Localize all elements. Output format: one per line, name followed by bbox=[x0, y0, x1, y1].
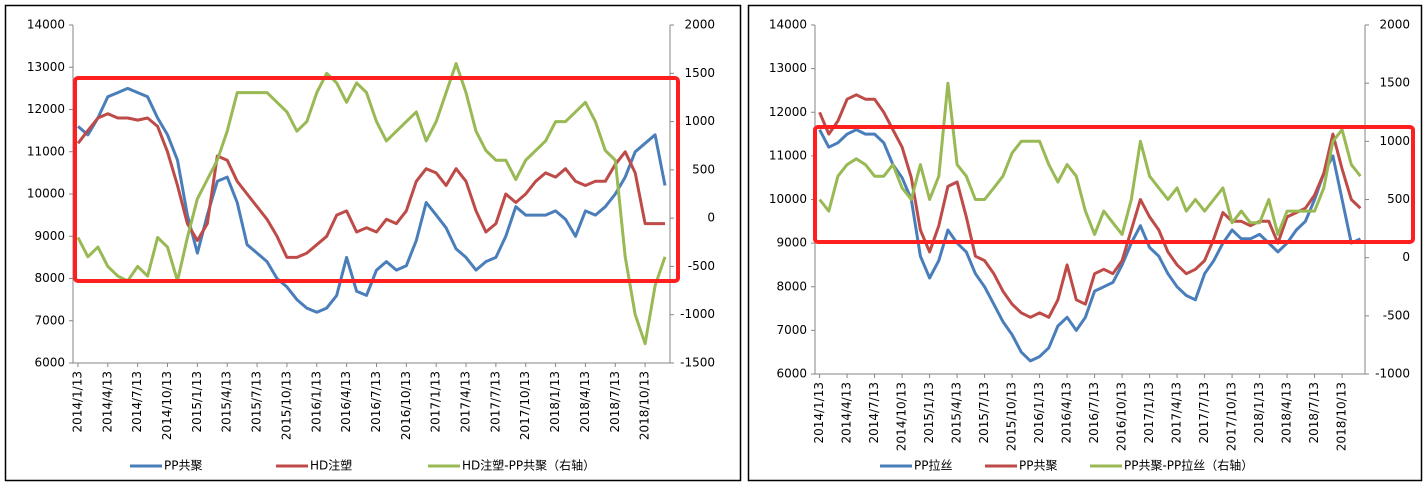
y-tick-label: 10000 bbox=[769, 192, 807, 206]
y-tick-label: 14000 bbox=[769, 18, 807, 32]
x-tick-label: 2018/7/13 bbox=[1307, 382, 1321, 444]
series-line bbox=[818, 93, 1362, 319]
y-tick-label: 8000 bbox=[776, 279, 807, 293]
x-tick-label: 2015/4/13 bbox=[220, 371, 234, 433]
y-tick-label: 6000 bbox=[34, 356, 65, 370]
y2-tick-label: -500 bbox=[1383, 308, 1410, 322]
x-tick-label: 2017/1/13 bbox=[429, 371, 443, 433]
y2-tick-label: 0 bbox=[707, 211, 715, 225]
y2-tick-label: 1500 bbox=[1379, 76, 1410, 90]
x-tick-label: 2018/1/13 bbox=[548, 371, 562, 433]
y-tick-label: 7000 bbox=[34, 313, 65, 327]
series-line bbox=[818, 81, 1362, 236]
x-tick-label: 2015/7/13 bbox=[977, 382, 991, 444]
x-tick-label: 2017/7/13 bbox=[488, 371, 502, 433]
chart-frame bbox=[747, 4, 1423, 482]
y-tick-label: 10000 bbox=[27, 187, 65, 201]
x-tick-label: 2017/1/13 bbox=[1142, 382, 1156, 444]
x-tick-label: 2016/4/13 bbox=[339, 371, 353, 433]
y2-tick-label: 0 bbox=[1402, 250, 1410, 264]
legend-label: PP拉丝 bbox=[914, 458, 952, 473]
x-tick-label: 2015/7/13 bbox=[250, 371, 264, 433]
x-tick-label: 2018/10/13 bbox=[638, 371, 652, 440]
y-tick-label: 9000 bbox=[34, 229, 65, 243]
series-line bbox=[77, 86, 667, 314]
y2-tick-label: 500 bbox=[1387, 192, 1410, 206]
x-tick-label: 2014/7/13 bbox=[867, 382, 881, 444]
x-tick-label: 2016/1/13 bbox=[1032, 382, 1046, 444]
x-tick-label: 2016/1/13 bbox=[309, 371, 323, 433]
x-tick-label: 2015/4/13 bbox=[950, 382, 964, 444]
x-tick-label: 2016/7/13 bbox=[1087, 382, 1101, 444]
x-tick-label: 2014/10/13 bbox=[895, 382, 909, 451]
y-tick-label: 11000 bbox=[27, 144, 65, 158]
x-tick-label: 2016/10/13 bbox=[1115, 382, 1129, 451]
x-tick-label: 2014/10/13 bbox=[160, 371, 174, 440]
x-tick-label: 2017/4/13 bbox=[1170, 382, 1184, 444]
x-tick-label: 2017/7/13 bbox=[1197, 382, 1211, 444]
x-tick-label: 2014/4/13 bbox=[100, 371, 114, 433]
series-line bbox=[76, 112, 665, 259]
y2-tick-label: -1000 bbox=[680, 307, 715, 321]
y-tick-label: 8000 bbox=[34, 271, 65, 285]
x-tick-label: 2015/10/13 bbox=[1005, 382, 1019, 451]
series-line bbox=[76, 62, 667, 346]
y-tick-label: 7000 bbox=[776, 323, 807, 337]
x-tick-label: 2015/10/13 bbox=[279, 371, 293, 440]
x-tick-label: 2016/7/13 bbox=[369, 371, 383, 433]
x-tick-label: 2018/10/13 bbox=[1335, 382, 1349, 451]
chart-frame bbox=[4, 4, 742, 482]
highlight-box bbox=[73, 76, 680, 283]
x-tick-label: 2017/10/13 bbox=[1225, 382, 1239, 451]
x-tick-label: 2014/4/13 bbox=[840, 382, 854, 444]
legend-label: PP共聚 bbox=[1019, 459, 1057, 473]
y2-tick-label: 1500 bbox=[684, 66, 715, 80]
x-tick-label: 2015/1/13 bbox=[922, 382, 936, 444]
y-tick-label: 14000 bbox=[27, 18, 65, 32]
x-tick-label: 2017/10/13 bbox=[518, 371, 532, 440]
highlight-box bbox=[813, 125, 1415, 244]
x-tick-label: 2018/4/13 bbox=[578, 371, 592, 433]
y2-tick-label: 1000 bbox=[1379, 134, 1410, 148]
x-tick-label: 2018/1/13 bbox=[1252, 382, 1266, 444]
y-tick-label: 13000 bbox=[769, 61, 807, 75]
x-tick-label: 2016/4/13 bbox=[1060, 382, 1074, 444]
x-tick-label: 2018/4/13 bbox=[1280, 382, 1294, 444]
y2-tick-label: -1500 bbox=[680, 356, 715, 370]
x-tick-label: 2015/1/13 bbox=[190, 371, 204, 433]
x-tick-label: 2014/1/13 bbox=[70, 371, 84, 433]
legend-label: HD注塑-PP共聚（右轴） bbox=[462, 458, 595, 473]
x-tick-label: 2014/1/13 bbox=[812, 382, 826, 444]
legend-label: HD注塑 bbox=[310, 458, 352, 473]
x-tick-label: 2016/10/13 bbox=[399, 371, 413, 440]
y2-tick-label: 1000 bbox=[684, 114, 715, 128]
y-tick-label: 9000 bbox=[776, 236, 807, 250]
legend-label: PP共聚-PP拉丝（右轴） bbox=[1124, 458, 1253, 473]
y2-tick-label: -500 bbox=[688, 259, 715, 273]
series-line bbox=[818, 128, 1362, 363]
y2-tick-label: -1000 bbox=[1375, 367, 1410, 381]
x-tick-label: 2017/4/13 bbox=[459, 371, 473, 433]
y-tick-label: 12000 bbox=[27, 102, 65, 116]
legend-label: PP共聚 bbox=[164, 459, 202, 473]
y-tick-label: 12000 bbox=[769, 105, 807, 119]
plots: 6000700080009000100001100012000130001400… bbox=[27, 18, 1410, 473]
y-tick-label: 13000 bbox=[27, 60, 65, 74]
y2-tick-label: 2000 bbox=[684, 18, 715, 32]
y2-tick-label: 2000 bbox=[1379, 18, 1410, 32]
y-tick-label: 11000 bbox=[769, 148, 807, 162]
x-tick-label: 2014/7/13 bbox=[130, 371, 144, 433]
y-tick-label: 6000 bbox=[776, 367, 807, 381]
y2-tick-label: 500 bbox=[692, 162, 715, 176]
x-tick-label: 2018/7/13 bbox=[608, 371, 622, 433]
